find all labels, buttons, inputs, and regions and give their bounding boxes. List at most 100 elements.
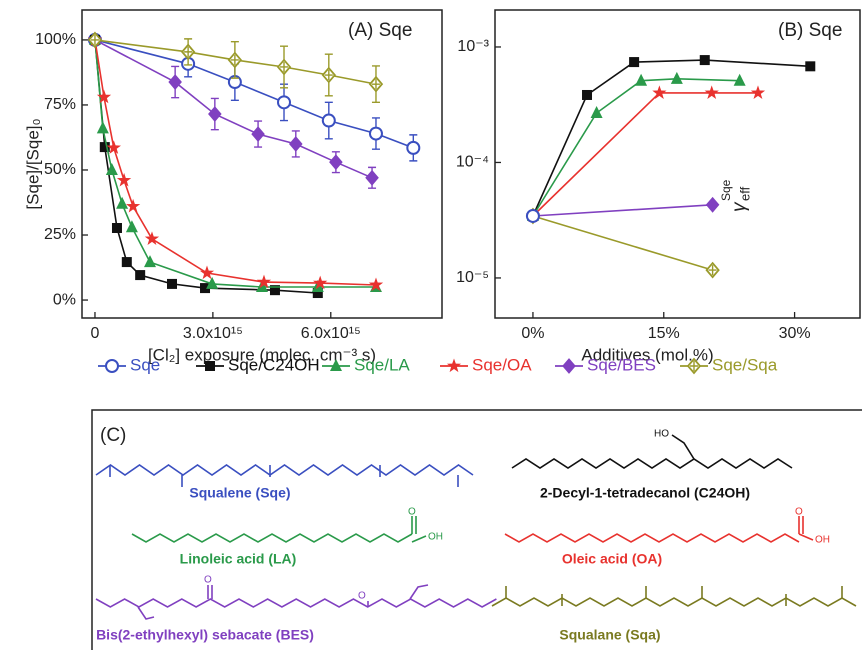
- bond-chain: [504, 533, 800, 543]
- marker: [96, 121, 109, 134]
- marker: [699, 55, 710, 66]
- molecule-name: Linoleic acid (LA): [180, 551, 297, 567]
- marker-cross: [324, 70, 333, 81]
- y-tick-label: 25%: [44, 226, 76, 243]
- marker: [99, 142, 110, 153]
- atom-label: O: [408, 507, 416, 518]
- x-tick-label: 6.0x10¹⁵: [301, 325, 361, 342]
- marker: [704, 85, 719, 99]
- marker-cross: [184, 46, 193, 57]
- series-line: [94, 39, 377, 85]
- y-tick-label: 75%: [44, 96, 76, 113]
- marker: [116, 172, 132, 187]
- marker: [582, 89, 593, 100]
- marker-cross: [371, 79, 380, 90]
- legend-label: Sqe/LA: [354, 355, 410, 374]
- bond-chain: [95, 598, 497, 608]
- molecule-name: Squalene (Sqe): [189, 485, 290, 501]
- legend-label: Sqe/BES: [587, 355, 656, 374]
- marker: [686, 357, 702, 375]
- bond: [411, 516, 427, 543]
- y-axis-label-symbol: γ: [729, 201, 750, 212]
- marker: [629, 57, 640, 68]
- marker: [289, 136, 303, 152]
- panel-frame: [91, 409, 862, 650]
- marker: [562, 358, 576, 374]
- atom-label: O: [204, 575, 212, 586]
- marker: [321, 66, 336, 84]
- marker: [330, 359, 342, 371]
- marker: [365, 169, 379, 186]
- panel-annotation: (B) Sqe: [778, 20, 842, 41]
- y-axis-label-sup: Sqe: [719, 179, 733, 201]
- series-line: [532, 92, 758, 217]
- bond-chain: [131, 533, 413, 543]
- marker: [205, 361, 215, 371]
- bond-chain: [511, 458, 793, 469]
- bond: [137, 584, 429, 620]
- atom-label: O: [358, 591, 366, 602]
- legend-label: Sqe/Sqa: [712, 355, 778, 374]
- marker: [368, 75, 384, 93]
- marker: [406, 140, 421, 155]
- y-tick-label: 100%: [35, 31, 76, 48]
- bond: [798, 516, 814, 541]
- marker-cross: [690, 361, 698, 371]
- y-axis-label-sub: eff: [737, 186, 752, 201]
- y-tick-label: 0%: [53, 291, 76, 308]
- marker: [277, 95, 292, 110]
- x-tick-label: 15%: [648, 325, 680, 342]
- panel-annotation: (A) Sqe: [348, 20, 412, 41]
- marker: [208, 106, 222, 122]
- atom-label: O: [795, 507, 803, 518]
- marker-cross: [90, 34, 99, 45]
- marker: [206, 276, 219, 289]
- marker: [199, 265, 215, 280]
- marker: [116, 196, 129, 209]
- y-tick-label: 10⁻³: [457, 38, 489, 55]
- atom-label: OH: [428, 532, 443, 543]
- plot-frame: [494, 9, 861, 319]
- marker: [705, 196, 720, 213]
- marker: [256, 274, 272, 289]
- atom-label: HO: [654, 429, 669, 440]
- marker: [525, 208, 540, 223]
- marker: [312, 288, 323, 299]
- marker-cross: [280, 61, 289, 72]
- bond: [671, 434, 695, 460]
- marker: [125, 220, 138, 233]
- marker: [590, 106, 603, 119]
- molecule-name: 2-Decyl-1-tetradecanol (C24OH): [540, 485, 750, 501]
- marker: [227, 51, 243, 69]
- legend-label: Sqe: [130, 355, 160, 374]
- panel-label: (C): [100, 425, 126, 446]
- marker-cross: [230, 54, 239, 65]
- marker: [167, 278, 177, 289]
- marker: [105, 162, 118, 175]
- series-line: [94, 39, 377, 286]
- molecule-name: Squalane (Sqa): [559, 627, 660, 643]
- bond-chain: [95, 464, 474, 476]
- series-line: [532, 204, 713, 217]
- marker: [200, 283, 211, 294]
- marker: [180, 43, 196, 61]
- marker: [635, 73, 648, 86]
- marker: [313, 275, 328, 290]
- marker: [750, 85, 766, 99]
- marker: [652, 85, 667, 99]
- marker: [805, 61, 816, 72]
- marker: [446, 358, 462, 373]
- marker: [96, 89, 112, 104]
- marker: [368, 277, 384, 291]
- molecule-name: Bis(2-ethylhexyl) sebacate (BES): [96, 627, 314, 643]
- marker: [168, 74, 182, 90]
- plot-frame: [81, 9, 443, 319]
- legend-label: Sqe/C24OH: [228, 355, 320, 374]
- x-tick-label: 0%: [521, 325, 544, 342]
- y-tick-label: 10⁻⁵: [456, 269, 489, 286]
- x-axis-label: Additives (mol.%): [581, 345, 713, 364]
- marker: [144, 231, 160, 245]
- marker: [135, 270, 146, 281]
